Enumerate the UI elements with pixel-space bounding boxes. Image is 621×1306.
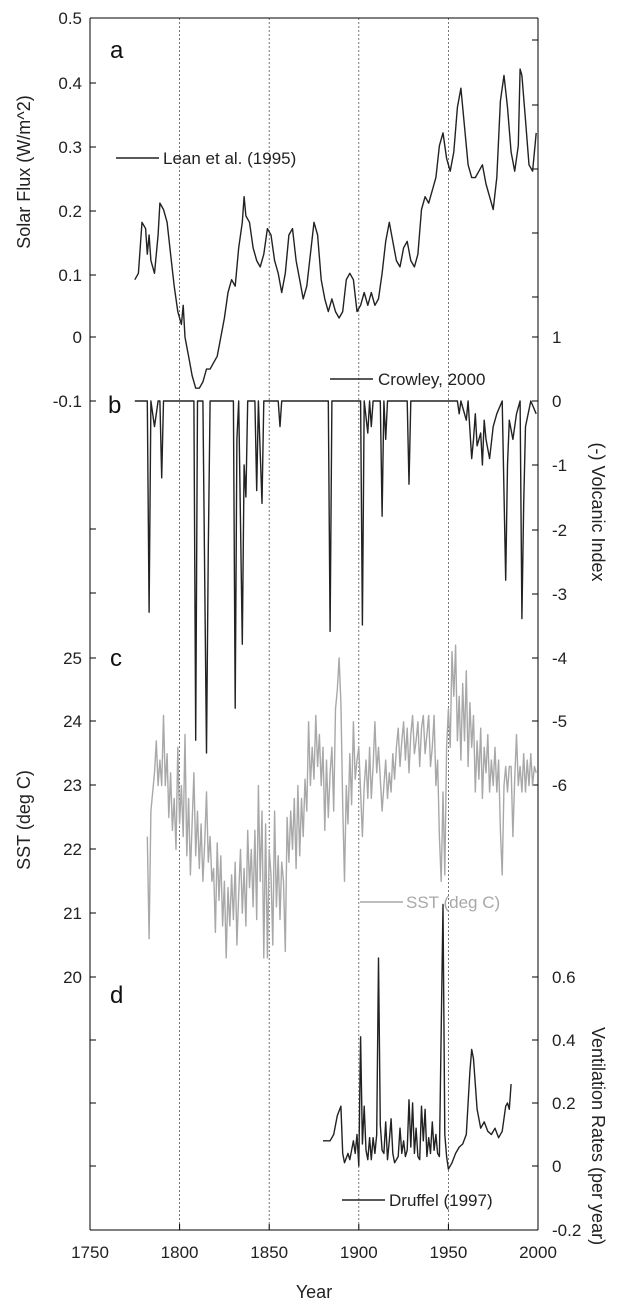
x-tick-label: 1750 — [71, 1243, 109, 1262]
y-tick-label: 0 — [73, 328, 82, 347]
reference-year-lines — [179, 18, 449, 1230]
legend-druffel: Druffel (1997) — [342, 1191, 493, 1210]
x-tick-label: 1950 — [429, 1243, 467, 1262]
y-tick-label: 0 — [552, 392, 561, 411]
panel-label-b: b — [108, 392, 121, 419]
y-tick-label: 20 — [63, 968, 82, 987]
x-tick-label: 1800 — [161, 1243, 199, 1262]
series-line-d — [323, 903, 512, 1170]
y-tick-label: 1 — [552, 328, 561, 347]
y-tick-label: 0.2 — [552, 1094, 576, 1113]
x-tick-label: 2000 — [519, 1243, 557, 1262]
y-tick-label: 0 — [552, 1157, 561, 1176]
y-tick-label: 24 — [63, 712, 82, 731]
y-tick-label: 21 — [63, 904, 82, 923]
axes-frame — [89, 17, 539, 1231]
ylabel-sst: SST (deg C) — [14, 770, 34, 870]
legend-label: SST (deg C) — [406, 893, 500, 912]
y-tick-label: 22 — [63, 840, 82, 859]
xlabel-year: Year — [296, 1282, 332, 1302]
panel-label-d: d — [110, 982, 123, 1009]
y-tick-label: 25 — [63, 649, 82, 668]
y-tick-label: -0.2 — [552, 1221, 581, 1240]
data-series — [134, 68, 537, 1170]
series-line-b — [134, 400, 537, 754]
legend-lean: Lean et al. (1995) — [116, 149, 296, 168]
legend-sst: SST (deg C) — [360, 893, 500, 912]
panel-label-c: c — [110, 645, 122, 672]
series-line-c — [146, 644, 537, 959]
legend-label: Crowley, 2000 — [378, 370, 485, 389]
y-tick-label: 23 — [63, 776, 82, 795]
y-tick-label: 0.1 — [58, 266, 82, 285]
y-tick-label: -3 — [552, 585, 567, 604]
y-tick-label: -2 — [552, 521, 567, 540]
legend-label: Druffel (1997) — [389, 1191, 493, 1210]
y-tick-label: 0.3 — [58, 138, 82, 157]
x-tick-label: 1900 — [340, 1243, 378, 1262]
ylabel-solar-flux: Solar Flux (W/m^2) — [14, 95, 34, 248]
y-tick-label: 0.2 — [58, 202, 82, 221]
x-tick-label: 1850 — [250, 1243, 288, 1262]
y-tick-label: 0.6 — [552, 968, 576, 987]
axis-tick-labels: 1750 1800 1850 1900 1950 2000-0.100.10.20.30.… — [53, 9, 582, 1262]
y-tick-label: -4 — [552, 649, 567, 668]
y-tick-label: -0.1 — [53, 392, 82, 411]
legend-label: Lean et al. (1995) — [163, 149, 296, 168]
axis-ticks — [89, 17, 539, 1231]
series-line-a — [134, 68, 537, 389]
ylabel-volcanic-index: (-) Volcanic Index — [588, 442, 608, 581]
y-tick-label: 0.5 — [58, 9, 82, 28]
y-tick-label: 0.4 — [58, 74, 82, 93]
y-tick-label: 0.4 — [552, 1031, 576, 1050]
y-tick-label: -6 — [552, 776, 567, 795]
legend-crowley: Crowley, 2000 — [330, 370, 485, 389]
y-tick-label: -1 — [552, 456, 567, 475]
y-tick-label: -5 — [552, 712, 567, 731]
ylabel-ventilation: Ventilation Rates (per year) — [588, 1027, 608, 1245]
panel-label-a: a — [110, 37, 124, 64]
